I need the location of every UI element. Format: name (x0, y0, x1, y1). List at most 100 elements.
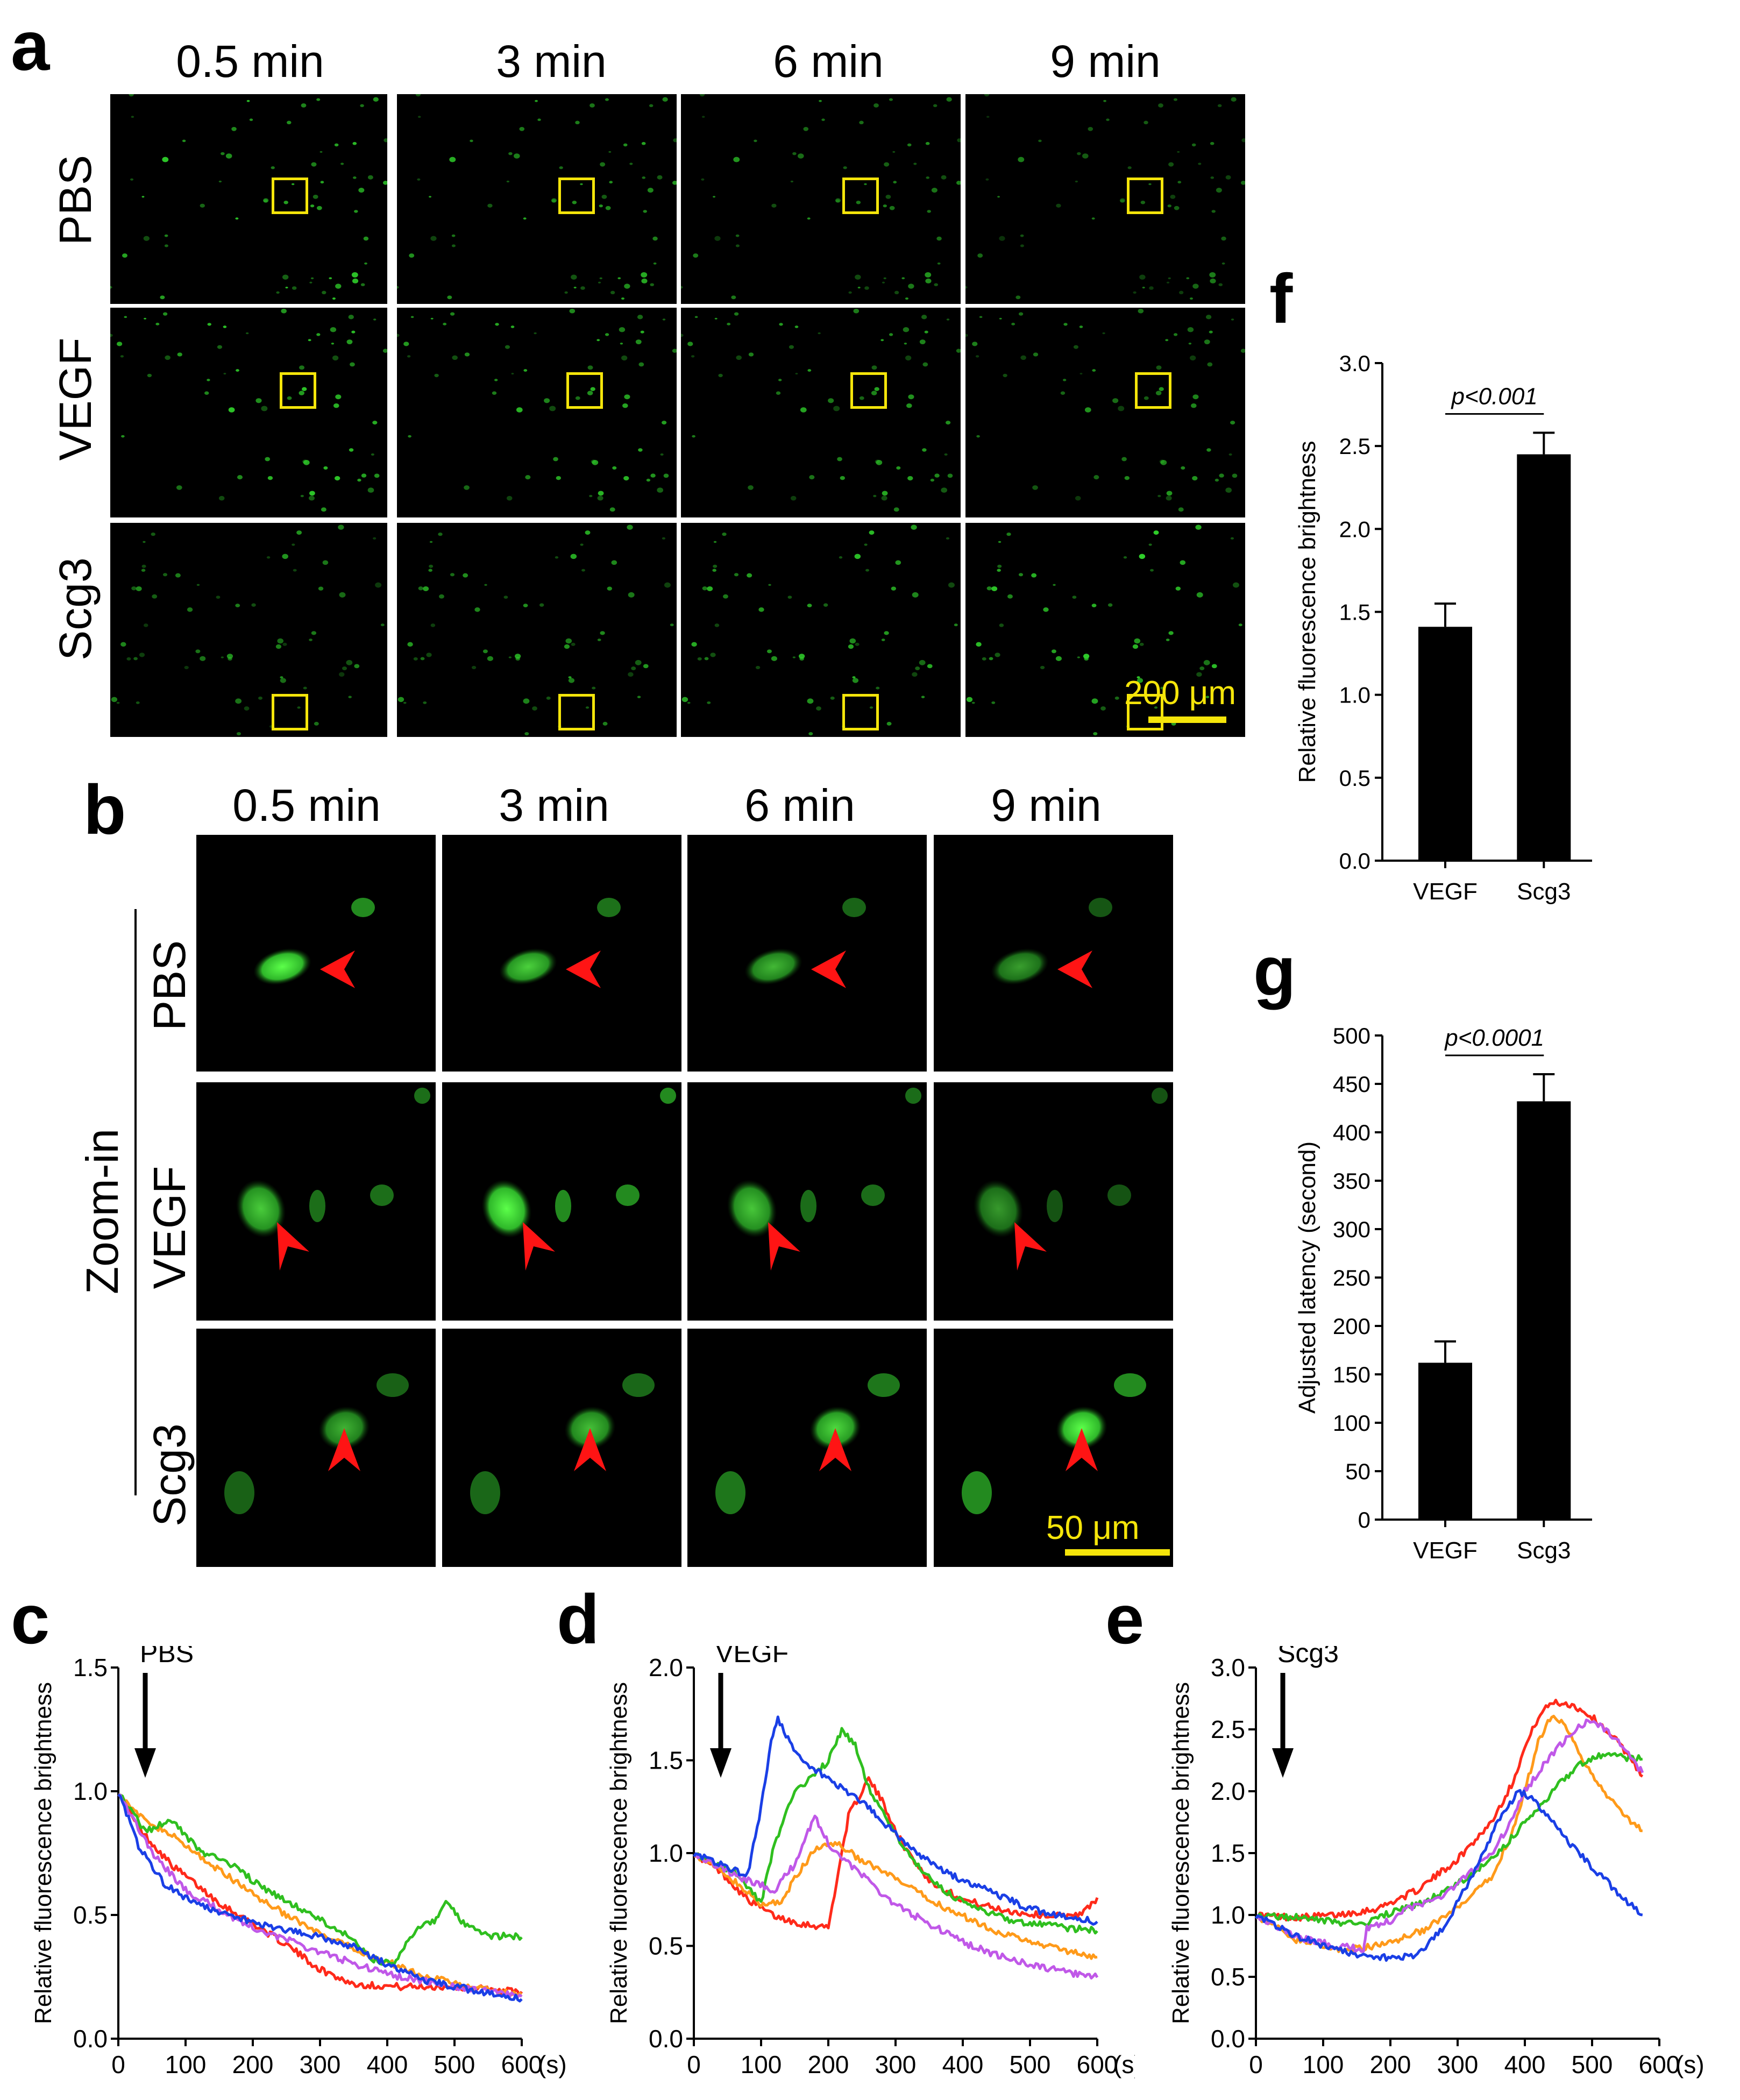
cell-dot (280, 678, 286, 683)
x-tick-label: 200 (1370, 2051, 1411, 2078)
cell-dot (1210, 176, 1215, 179)
a-row-label-vegf: VEGF (50, 337, 101, 461)
cell-dot (883, 204, 887, 208)
cell-dot (1230, 537, 1234, 540)
y-tick-label: 250 (1333, 1265, 1370, 1290)
cell-dot (1199, 666, 1205, 671)
red-arrowhead-icon (819, 1428, 851, 1471)
cell-dot (196, 584, 200, 586)
cell-dot (506, 180, 510, 183)
cell-dot (332, 297, 336, 300)
cell-dot (523, 604, 528, 608)
b-group-label: Zoom-in (77, 1128, 127, 1295)
cell-dot (941, 487, 948, 493)
cell-dot (617, 277, 621, 280)
cell-dot (874, 387, 879, 391)
cell-dot (360, 283, 365, 287)
x-tick-label: 0 (687, 2051, 701, 2078)
cell-dot (1083, 654, 1090, 659)
cell-dot (1192, 476, 1198, 481)
cell-dot (1118, 406, 1125, 412)
cell-body (861, 1184, 885, 1206)
cell-dot (1132, 644, 1139, 649)
cell-dot (434, 373, 439, 378)
a-roi-box (850, 372, 887, 409)
cell-dot (835, 199, 840, 203)
b-micrograph-r2-c0 (196, 1329, 436, 1567)
cell-dot (397, 334, 400, 337)
cell-dot (790, 180, 794, 183)
cell-dot (991, 701, 996, 704)
x-tick-label: 500 (1010, 2051, 1051, 2078)
cell-dot (373, 97, 379, 102)
cell-dot (778, 379, 782, 381)
y-tick-label: 0.0 (649, 2025, 683, 2053)
b-row-label-vegf: VEGF (144, 1166, 195, 1289)
a-micrograph-r0-c1 (397, 94, 677, 304)
cell-dot (555, 556, 559, 559)
cell-dot (265, 457, 271, 462)
cell-dot (946, 97, 952, 102)
cell-dot (1091, 698, 1098, 704)
cell-dot (919, 339, 926, 345)
cell-dot (809, 475, 815, 480)
cell-dot (869, 530, 875, 535)
cell-dot (285, 287, 288, 289)
cell-body (370, 1184, 394, 1206)
cell-dot (1015, 295, 1021, 300)
cell-dot (591, 459, 596, 464)
cell-dot (681, 697, 688, 703)
cell-dot (638, 362, 644, 367)
cell-dot (143, 541, 146, 543)
a-time-label-0: 0.5 min (176, 36, 324, 87)
cell-body (842, 898, 866, 917)
cell-dot (894, 290, 899, 295)
b-group-bracket-line (134, 909, 137, 1495)
cell-dot (1139, 642, 1144, 646)
cell-dot (276, 291, 280, 294)
cell-dot (1084, 407, 1091, 413)
cell-dot (546, 696, 551, 700)
cell-dot (641, 272, 648, 278)
cell-dot (925, 141, 930, 145)
cell-dot (1167, 204, 1171, 208)
cell-dot (1207, 362, 1213, 367)
cell-dot (374, 473, 380, 478)
cell-body (224, 1471, 254, 1514)
x-tick-label: 600 (1077, 2051, 1118, 2078)
y-axis-label: Relative fluorescence brightness (1294, 441, 1320, 783)
target-cell (499, 948, 557, 985)
cell-dot (320, 181, 324, 184)
cell-dot (734, 573, 739, 577)
cell-dot (1114, 696, 1119, 700)
cell-dot (223, 325, 227, 328)
b-micrograph-r2-c3 (934, 1329, 1173, 1567)
cell-dot (876, 686, 880, 690)
cell-dot (747, 573, 752, 578)
chart-e-scg3-traces: 0.0 0.5 1.0 1.5 2.0 2.5 3.0 0 100 200 300 400 500 600… (1168, 1646, 1705, 2078)
cell-dot (619, 327, 626, 332)
cell-dot (1033, 352, 1039, 357)
cell-dot (271, 166, 275, 169)
a-micrograph-r1-c2 (681, 308, 961, 517)
cell-dot (299, 365, 305, 370)
bar-vegf (1418, 1363, 1472, 1520)
cell-dot (864, 543, 868, 546)
cell-dot (1107, 603, 1113, 607)
cell-dot (657, 487, 664, 493)
down-arrow-icon (134, 1748, 156, 1778)
cell-dot (1079, 325, 1083, 328)
cell-dot (1148, 183, 1152, 186)
cell-dot (417, 178, 421, 181)
cell-dot (819, 100, 822, 102)
cell-dot (946, 421, 951, 425)
cell-dot (882, 281, 885, 283)
x-tick-label: 600 (1639, 2051, 1680, 2078)
cell-dot (913, 162, 917, 165)
cell-dot (367, 175, 373, 180)
cell-dot (1055, 656, 1062, 661)
cell-dot (1180, 560, 1186, 565)
cell-dot (331, 343, 335, 345)
cell-dot (864, 183, 867, 186)
cell-dot (901, 277, 905, 280)
